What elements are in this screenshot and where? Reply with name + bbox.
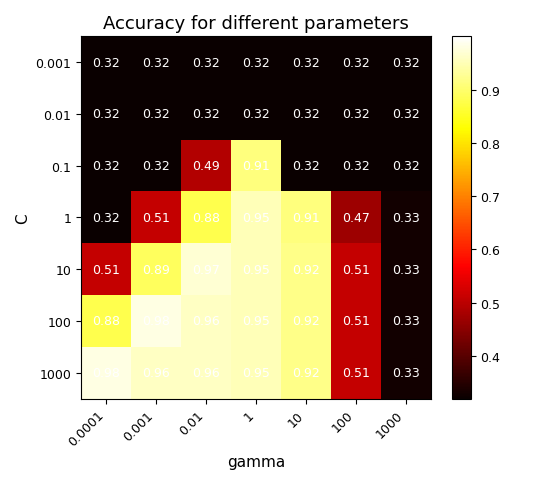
Text: 0.51: 0.51 [342, 315, 370, 328]
Text: 0.32: 0.32 [92, 108, 120, 121]
Text: 0.32: 0.32 [192, 57, 220, 70]
Text: 0.96: 0.96 [142, 366, 170, 379]
Text: 0.92: 0.92 [292, 263, 320, 276]
Text: 0.32: 0.32 [292, 108, 320, 121]
Text: 0.51: 0.51 [92, 263, 120, 276]
Text: 0.49: 0.49 [192, 160, 220, 173]
Y-axis label: C: C [15, 212, 30, 223]
Text: 0.92: 0.92 [292, 315, 320, 328]
Text: 0.32: 0.32 [142, 160, 170, 173]
Text: 0.95: 0.95 [242, 366, 270, 379]
Text: 0.98: 0.98 [92, 366, 120, 379]
Text: 0.33: 0.33 [392, 366, 419, 379]
Text: 0.89: 0.89 [142, 263, 170, 276]
Text: 0.47: 0.47 [342, 212, 370, 225]
Text: 0.92: 0.92 [292, 366, 320, 379]
Text: 0.91: 0.91 [292, 212, 320, 225]
Text: 0.33: 0.33 [392, 315, 419, 328]
X-axis label: gamma: gamma [227, 454, 285, 469]
Text: 0.33: 0.33 [392, 212, 419, 225]
Text: 0.32: 0.32 [92, 212, 120, 225]
Text: 0.32: 0.32 [392, 108, 419, 121]
Text: 0.32: 0.32 [292, 160, 320, 173]
Text: 0.95: 0.95 [242, 263, 270, 276]
Text: 0.97: 0.97 [192, 263, 220, 276]
Text: 0.91: 0.91 [242, 160, 270, 173]
Text: 0.32: 0.32 [242, 57, 270, 70]
Text: 0.51: 0.51 [342, 263, 370, 276]
Text: 0.32: 0.32 [142, 108, 170, 121]
Text: 0.32: 0.32 [142, 57, 170, 70]
Text: 0.95: 0.95 [242, 315, 270, 328]
Text: 0.32: 0.32 [242, 108, 270, 121]
Text: 0.95: 0.95 [242, 212, 270, 225]
Text: 0.32: 0.32 [192, 108, 220, 121]
Text: 0.32: 0.32 [342, 57, 369, 70]
Text: 0.32: 0.32 [342, 160, 369, 173]
Text: 0.33: 0.33 [392, 263, 419, 276]
Text: 0.32: 0.32 [92, 160, 120, 173]
Text: 0.98: 0.98 [142, 315, 170, 328]
Text: 0.32: 0.32 [392, 160, 419, 173]
Text: 0.96: 0.96 [192, 315, 220, 328]
Title: Accuracy for different parameters: Accuracy for different parameters [103, 15, 409, 33]
Text: 0.51: 0.51 [142, 212, 170, 225]
Text: 0.32: 0.32 [92, 57, 120, 70]
Text: 0.88: 0.88 [192, 212, 220, 225]
Text: 0.32: 0.32 [342, 108, 369, 121]
Text: 0.32: 0.32 [392, 57, 419, 70]
Text: 0.32: 0.32 [292, 57, 320, 70]
Text: 0.51: 0.51 [342, 366, 370, 379]
Text: 0.88: 0.88 [92, 315, 120, 328]
Text: 0.96: 0.96 [192, 366, 220, 379]
